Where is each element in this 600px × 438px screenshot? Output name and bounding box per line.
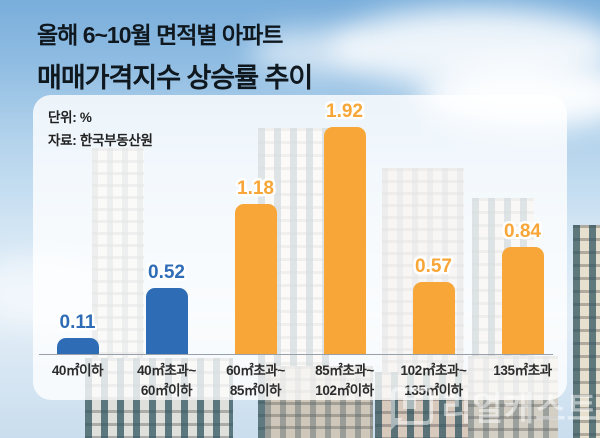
realcast-logo-icon <box>391 387 434 430</box>
bar-value-label: 0.52 <box>148 262 185 283</box>
category-label: 85㎡초과~ 102㎡이하 <box>315 363 374 398</box>
bar <box>501 247 544 354</box>
category-label: 40㎡초과~ 60㎡이하 <box>137 363 196 398</box>
x-axis-line <box>39 353 553 355</box>
bar-column: 1.92 <box>300 101 389 354</box>
bar-value-label: 1.18 <box>237 178 274 199</box>
bar-column: 0.11 <box>33 312 122 354</box>
category-label: 60㎡초과~ 85㎡이하 <box>226 363 285 398</box>
bar <box>56 338 99 354</box>
bar <box>234 204 277 354</box>
unit-label: 단위: % <box>48 110 92 125</box>
category-label: 40㎡이하 <box>51 363 104 378</box>
watermark-text: 리얼캐스트 <box>441 390 598 427</box>
bar <box>412 282 455 354</box>
cloud <box>250 30 370 75</box>
bar-chart-bars: 0.11 0.52 1.18 1.92 0.57 0.84 <box>33 101 567 354</box>
bar <box>145 288 188 354</box>
bar-value-label: 0.57 <box>415 256 452 277</box>
bar-value-label: 0.84 <box>504 221 541 242</box>
bar-column: 0.84 <box>478 221 567 354</box>
bar-column: 1.18 <box>211 178 300 354</box>
bar-value-label: 1.92 <box>326 101 363 122</box>
title-line-2: 매매가격지수 상승률 추이 <box>37 63 313 93</box>
category-label: 102㎡초과~ 135㎡이하 <box>400 363 467 398</box>
category-label: 135㎡초과 <box>493 363 552 378</box>
building <box>573 225 600 438</box>
page-title: 올해 6~10월 면적별 아파트 매매가격지수 상승률 추이 <box>37 16 313 95</box>
bar <box>323 127 366 354</box>
watermark: 리얼캐스트 <box>391 382 598 430</box>
bar-value-label: 0.11 <box>59 312 96 333</box>
chart-panel: 단위: % 자료: 한국부동산원 0.11 0.52 1.18 1.92 0.57 0.8… <box>33 95 567 400</box>
bar-column: 0.57 <box>389 256 478 354</box>
title-line-1: 올해 6~10월 면적별 아파트 <box>37 22 283 48</box>
source-label: 자료: 한국부동산원 <box>48 133 153 148</box>
bar-column: 0.52 <box>122 262 211 354</box>
bar-chart-categories: 40㎡이하 40㎡초과~ 60㎡이하 60㎡초과~ 85㎡이하 85㎡초과~ 102㎡이하 1… <box>33 361 567 401</box>
